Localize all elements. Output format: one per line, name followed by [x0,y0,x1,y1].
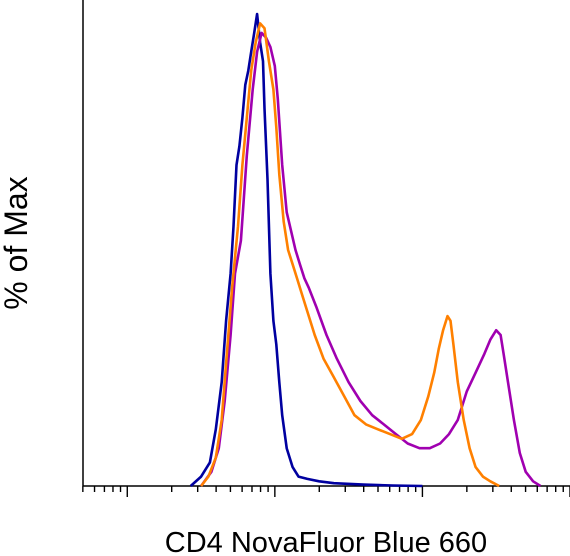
y-axis-label: % of Max [0,176,34,309]
histogram-series-line-2 [200,31,542,488]
plot-frame [82,0,570,487]
series-layer [189,12,542,488]
x-axis-label: CD4 NovaFluor Blue 660 [165,527,487,556]
x-axis-ticks [82,486,570,497]
histogram-series-line-3 [200,22,500,488]
histogram-series-line-1 [189,12,423,488]
